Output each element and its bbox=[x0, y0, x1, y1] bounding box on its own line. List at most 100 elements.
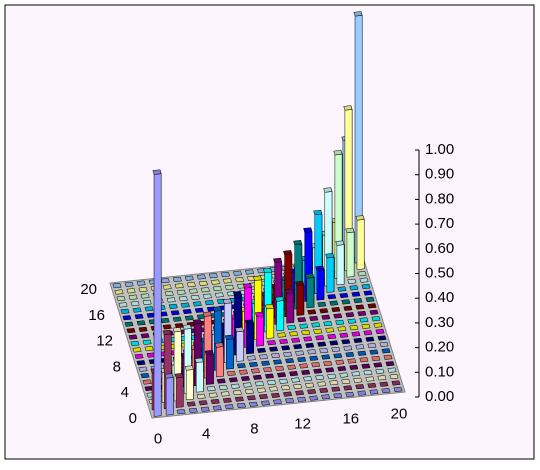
bar-top bbox=[343, 105, 353, 111]
bar-top bbox=[277, 332, 287, 338]
bar-front bbox=[216, 346, 224, 378]
bar-top bbox=[325, 367, 335, 373]
bar-top bbox=[128, 334, 138, 340]
bar-top bbox=[192, 319, 202, 325]
bar-top bbox=[212, 285, 222, 292]
bar-top bbox=[200, 287, 210, 293]
bar-top bbox=[182, 324, 192, 330]
bar-top bbox=[272, 399, 283, 405]
bar-top bbox=[299, 323, 309, 329]
bar-top bbox=[130, 340, 140, 347]
depth-tick-label: 12 bbox=[96, 333, 113, 350]
bar-top bbox=[194, 357, 204, 363]
bar-top bbox=[347, 358, 357, 364]
bar-top bbox=[136, 360, 146, 366]
bar-top bbox=[142, 379, 152, 385]
bar-front bbox=[356, 219, 365, 270]
bar-top bbox=[244, 319, 255, 325]
bar-top bbox=[246, 395, 256, 401]
bar-top bbox=[345, 227, 355, 234]
bar-top bbox=[184, 275, 194, 281]
bar-top bbox=[291, 337, 301, 343]
bar-top bbox=[363, 330, 373, 336]
bar-top bbox=[323, 360, 333, 367]
x-tick-label: 16 bbox=[342, 411, 359, 428]
bar-top bbox=[325, 327, 335, 333]
bar-top bbox=[353, 377, 363, 383]
bar-top bbox=[224, 404, 234, 410]
bar-top bbox=[383, 354, 393, 360]
bar-top bbox=[242, 382, 252, 388]
bar-top bbox=[258, 354, 269, 360]
bar-top bbox=[357, 350, 367, 356]
bar-top bbox=[301, 329, 311, 336]
bar-top bbox=[381, 348, 391, 354]
bar-top bbox=[389, 373, 399, 380]
bar-top bbox=[317, 341, 327, 347]
bar-top bbox=[283, 351, 293, 357]
bar-front bbox=[195, 361, 204, 393]
bar-top bbox=[162, 324, 172, 330]
bar-top bbox=[136, 280, 146, 286]
z-tick-label: 0.00 bbox=[425, 388, 454, 405]
bar-top bbox=[210, 279, 220, 285]
bar-top bbox=[214, 292, 224, 298]
depth-tick-label: 8 bbox=[113, 358, 121, 375]
bar-top bbox=[228, 377, 238, 383]
bar-top bbox=[343, 345, 353, 351]
bar-top bbox=[349, 364, 359, 370]
bar-top bbox=[160, 278, 170, 284]
bar-top bbox=[295, 390, 305, 396]
bar-top bbox=[130, 301, 140, 307]
bar-top bbox=[270, 392, 281, 398]
bar-top bbox=[293, 344, 303, 350]
bar-top bbox=[327, 294, 337, 300]
bar-top bbox=[345, 312, 355, 318]
z-tick-label: 0.30 bbox=[425, 314, 454, 331]
bar-front bbox=[296, 284, 305, 316]
bar-top bbox=[242, 283, 253, 289]
bar-top bbox=[220, 391, 230, 397]
bar-top bbox=[367, 382, 377, 389]
bar-top bbox=[216, 378, 226, 384]
bar-front bbox=[153, 173, 162, 417]
bar-top bbox=[343, 385, 353, 391]
bar-top bbox=[309, 315, 319, 322]
bar-top bbox=[144, 306, 154, 312]
z-tick-label: 1.00 bbox=[425, 141, 454, 158]
bar-top bbox=[339, 292, 349, 299]
bar-front bbox=[246, 323, 254, 355]
bar-top bbox=[280, 385, 291, 391]
bar-top bbox=[218, 384, 228, 391]
bar-top bbox=[303, 227, 313, 233]
bar-top bbox=[214, 342, 224, 348]
z-tick-label: 0.70 bbox=[425, 215, 454, 232]
bar-top bbox=[305, 382, 315, 388]
bar-top bbox=[132, 307, 142, 313]
bar-top bbox=[341, 378, 351, 385]
bar-top bbox=[226, 370, 236, 376]
bar-top bbox=[295, 281, 305, 287]
bar-front bbox=[266, 307, 275, 339]
bar-top bbox=[236, 402, 246, 409]
bar-top bbox=[319, 387, 329, 393]
bar-top bbox=[355, 304, 365, 310]
bar-top bbox=[136, 320, 146, 326]
bar-top bbox=[335, 359, 345, 365]
bar-top bbox=[140, 293, 150, 299]
bar-top bbox=[367, 303, 377, 309]
bar-top bbox=[160, 317, 170, 324]
bar-top bbox=[285, 288, 295, 294]
bar-top bbox=[313, 328, 323, 334]
bar-top bbox=[381, 388, 391, 394]
bar-top bbox=[134, 313, 144, 320]
bar-top bbox=[287, 324, 297, 330]
bar-top bbox=[256, 347, 267, 353]
bar-top bbox=[208, 392, 218, 398]
bar-top bbox=[315, 265, 325, 271]
bar-top bbox=[297, 317, 307, 323]
depth-tick-label: 4 bbox=[121, 384, 129, 401]
bar-top bbox=[317, 301, 327, 307]
bar-top bbox=[353, 337, 363, 344]
bar-top bbox=[293, 240, 303, 246]
